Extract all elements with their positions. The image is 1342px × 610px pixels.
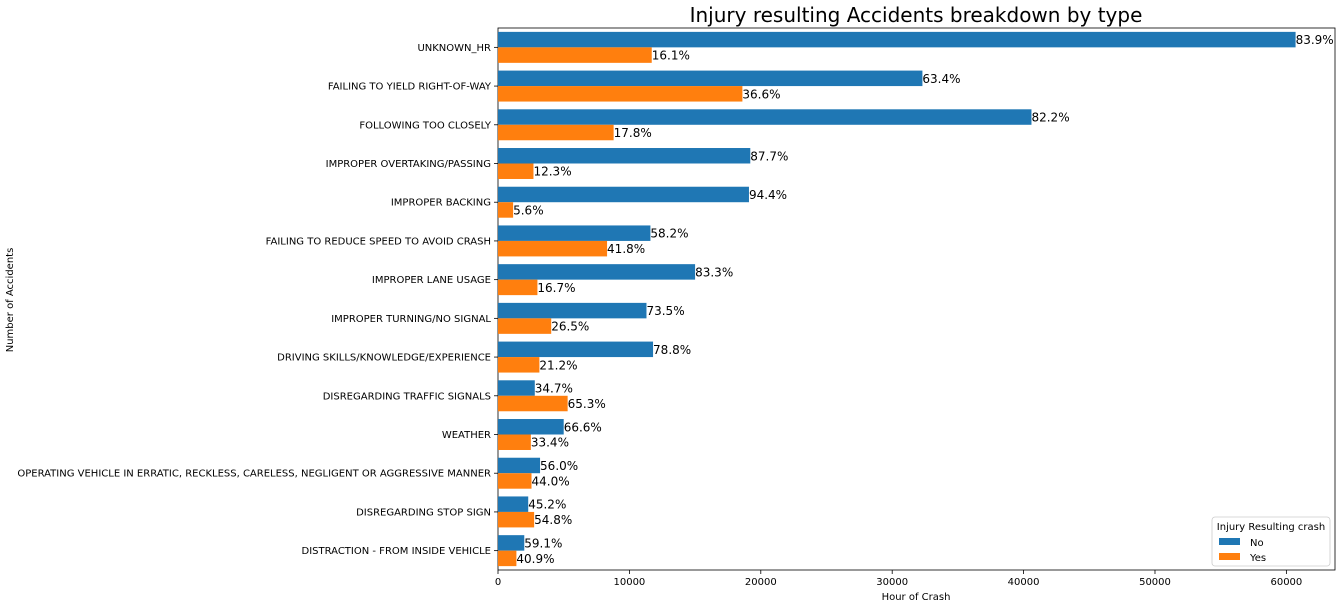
x-tick-label: 40000 (1008, 577, 1040, 588)
y-tick-label: IMPROPER TURNING/NO SIGNAL (331, 314, 491, 325)
data-label: 54.8% (534, 513, 572, 527)
y-tick-label: FOLLOWING TOO CLOSELY (359, 120, 492, 131)
data-label: 5.6% (513, 203, 544, 217)
legend-box (1211, 516, 1331, 567)
plot-area: 83.9% 16.1% 63.4% 36.6% 82.2% 17.8% 87.7% 12.3%… (497, 27, 1336, 571)
bar-yes (498, 86, 743, 102)
bar-yes (498, 511, 535, 528)
legend-label-no: No (1250, 538, 1264, 549)
legend-swatch-no (1219, 538, 1240, 545)
data-label: 58.2% (650, 227, 688, 241)
data-labels-group: 83.9% 16.1% 63.4% 36.6% 82.2% 17.8% 87.7% 12.3%… (513, 33, 1334, 566)
x-tick-label: 10000 (613, 577, 645, 588)
bar-yes (498, 473, 532, 489)
data-label: 33.4% (531, 436, 569, 450)
data-label: 41.8% (607, 242, 645, 256)
plot-frame (497, 27, 1336, 571)
x-tick-label: 50000 (1139, 577, 1171, 588)
bar-yes (498, 318, 552, 334)
data-label: 36.6% (742, 87, 780, 101)
bar-no (498, 380, 535, 396)
data-label: 40.9% (516, 552, 554, 566)
data-label: 16.1% (652, 49, 690, 63)
y-tick-label: IMPROPER LANE USAGE (372, 275, 491, 286)
bar-no (498, 264, 696, 280)
bar-yes (498, 47, 652, 63)
data-label: 65.3% (568, 397, 606, 411)
y-tick-label: FAILING TO REDUCE SPEED TO AVOID CRASH (266, 236, 491, 247)
legend-label-yes: Yes (1249, 553, 1266, 564)
bar-yes (498, 434, 531, 450)
y-tick-label: DISREGARDING TRAFFIC SIGNALS (323, 391, 491, 402)
data-label: 16.7% (537, 281, 575, 295)
y-tick-label: WEATHER (442, 430, 491, 441)
y-tick-label: DISTRACTION - FROM INSIDE VEHICLE (302, 546, 491, 557)
bar-yes (498, 163, 534, 179)
y-tick-label: IMPROPER BACKING (391, 198, 491, 209)
data-label: 87.7% (750, 149, 788, 163)
bars-group (498, 31, 1296, 567)
y-tick-label: UNKNOWN_HR (417, 43, 491, 54)
legend-swatch-yes (1219, 553, 1240, 560)
data-label: 63.4% (922, 72, 960, 86)
x-tick-label: 0 (495, 577, 501, 588)
data-label: 44.0% (532, 474, 570, 488)
bar-yes (498, 124, 614, 141)
y-axis: UNKNOWN_HR FAILING TO YIELD RIGHT-OF-WAY F… (17, 43, 498, 557)
data-label: 59.1% (524, 536, 562, 550)
bar-no (498, 148, 751, 164)
bar-no (498, 225, 651, 241)
data-label: 26.5% (551, 320, 589, 334)
y-tick-label: DRIVING SKILLS/KNOWLEDGE/EXPERIENCE (277, 353, 491, 364)
data-label: 83.9% (1296, 33, 1334, 47)
data-label: 73.5% (646, 304, 684, 318)
data-label: 45.2% (528, 498, 566, 512)
bar-yes (498, 395, 568, 412)
bar-no (498, 496, 529, 512)
chart-title: Injury resulting Accidents breakdown by … (690, 3, 1143, 27)
data-label: 34.7% (535, 382, 573, 396)
bar-no (498, 70, 923, 87)
bar-no (498, 457, 541, 474)
x-axis-label: Hour of Crash (882, 592, 951, 603)
legend-title: Injury Resulting crash (1217, 522, 1325, 533)
data-label: 56.0% (540, 459, 578, 473)
bar-no (498, 302, 647, 319)
data-label: 83.3% (695, 265, 733, 279)
data-label: 82.2% (1031, 111, 1069, 125)
data-label: 78.8% (653, 343, 691, 357)
x-tick-label: 30000 (876, 577, 908, 588)
data-label: 17.8% (614, 126, 652, 140)
bar-yes (498, 279, 538, 296)
y-tick-label: DISREGARDING STOP SIGN (356, 507, 491, 518)
bar-yes (498, 550, 517, 567)
bar-no (498, 31, 1296, 48)
data-label: 12.3% (533, 165, 571, 179)
bar-no (498, 535, 525, 551)
y-axis-label: Number of Accidents (5, 248, 16, 353)
x-tick-label: 20000 (745, 577, 777, 588)
x-axis: 0 10000 20000 30000 40000 50000 60000 (495, 570, 1302, 588)
y-tick-label: IMPROPER OVERTAKING/PASSING (326, 159, 491, 170)
x-tick-label: 60000 (1270, 577, 1302, 588)
data-label: 21.2% (539, 358, 577, 372)
bar-no (498, 109, 1032, 125)
data-label: 94.4% (749, 188, 787, 202)
bar-no (498, 341, 654, 358)
bar-no (498, 419, 564, 435)
data-label: 66.6% (564, 420, 602, 434)
y-tick-label: OPERATING VEHICLE IN ERRATIC, RECKLESS, … (17, 469, 491, 480)
bar-no (498, 186, 749, 203)
bar-yes (498, 240, 608, 257)
legend: Injury Resulting crash No Yes (1211, 516, 1331, 567)
y-tick-label: FAILING TO YIELD RIGHT-OF-WAY (328, 82, 492, 93)
bar-yes (498, 357, 540, 373)
bar-yes (498, 202, 514, 218)
